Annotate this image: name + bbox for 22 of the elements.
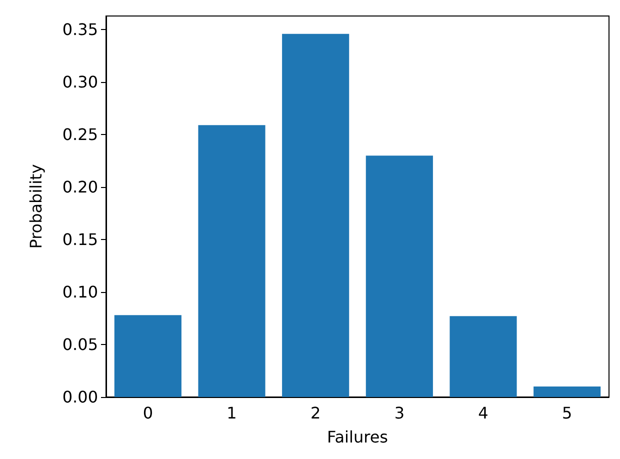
y-tick-label: 0.15	[62, 230, 98, 250]
x-tick-label: 5	[562, 404, 572, 422]
y-tick-label: 0.05	[62, 335, 98, 354]
y-tick-label: 0.20	[62, 178, 98, 197]
x-tick-label: 1	[226, 404, 237, 422]
x-tick-label: 2	[310, 404, 321, 422]
bar	[282, 34, 350, 397]
y-tick-label: 0.00	[62, 388, 98, 406]
y-axis-title: Probability	[26, 164, 46, 249]
y-tick-label: 0.30	[62, 72, 98, 92]
x-tick-label: 4	[478, 404, 488, 422]
bar	[450, 316, 517, 397]
x-axis-title: Failures	[327, 428, 388, 446]
y-tick-label: 0.10	[62, 282, 98, 302]
x-tick-label: 0	[142, 404, 154, 422]
y-tick-label: 0.25	[62, 125, 98, 144]
bar	[366, 156, 433, 397]
bar	[114, 315, 182, 397]
bar	[198, 125, 266, 397]
x-tick-label: 3	[394, 404, 405, 422]
y-tick-label: 0.35	[62, 20, 98, 40]
bar	[534, 386, 601, 397]
